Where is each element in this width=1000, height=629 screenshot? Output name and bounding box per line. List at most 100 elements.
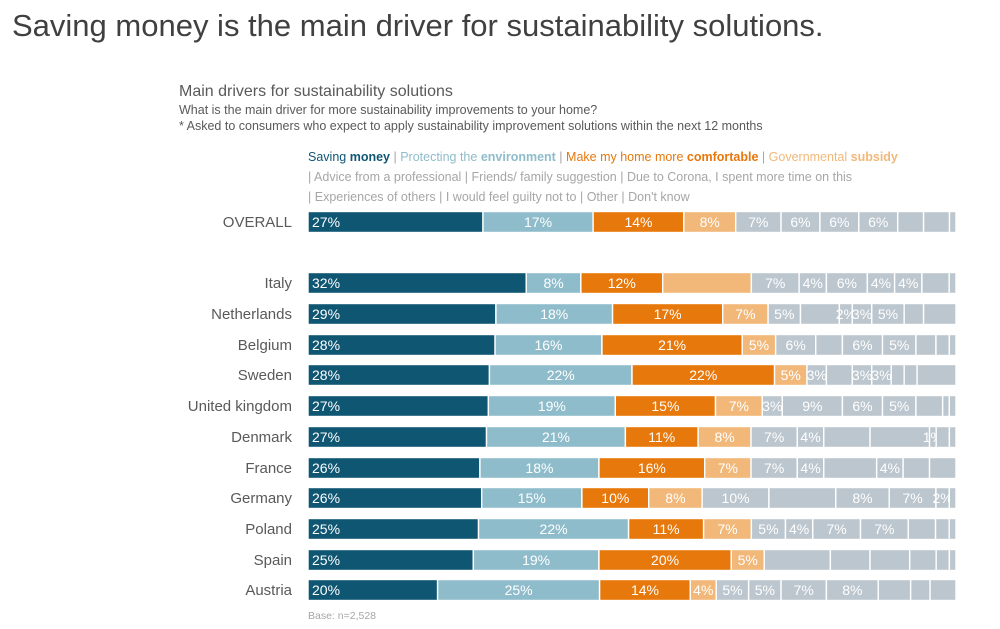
page-headline: Saving money is the main driver for sust…	[12, 8, 824, 43]
data-label: 16%	[638, 460, 666, 476]
category-label: Poland	[245, 521, 292, 538]
data-label: 26%	[312, 460, 340, 476]
data-label: 5%	[738, 552, 758, 568]
data-label: 25%	[312, 552, 340, 568]
category-label: OVERALL	[223, 214, 292, 231]
base-note: Base: n=2,528	[308, 610, 377, 622]
bar-segment	[902, 456, 931, 480]
data-label: 8%	[714, 429, 734, 445]
data-label: 8%	[852, 490, 872, 506]
data-label: 3%	[871, 367, 891, 383]
data-label: 7%	[717, 521, 737, 537]
data-label: 29%	[312, 306, 340, 322]
bar-segment	[935, 548, 951, 572]
bar-segment	[877, 578, 912, 602]
bar-segment	[935, 333, 951, 357]
legend-separator: |	[390, 150, 401, 164]
data-label: 6%	[829, 214, 849, 230]
legend-separator: |	[435, 190, 446, 204]
data-label: 27%	[312, 214, 340, 230]
legend-separator: |	[616, 170, 627, 184]
data-label: 7%	[729, 398, 749, 414]
bar-segment	[948, 333, 957, 357]
data-label: 27%	[312, 398, 340, 414]
data-label: 25%	[505, 582, 533, 598]
category-label: Netherlands	[211, 306, 292, 323]
data-label: 5%	[878, 306, 898, 322]
bar-segment	[915, 333, 937, 357]
data-label: 22%	[547, 367, 575, 383]
data-label: 19%	[522, 552, 550, 568]
data-label: 7%	[748, 214, 768, 230]
bar-segment	[928, 456, 957, 480]
data-label: 3%	[762, 398, 782, 414]
legend-item: I would feel guilty not to	[446, 190, 577, 204]
data-label: 17%	[524, 214, 552, 230]
legend-item-label: Other	[586, 190, 618, 204]
data-label: 20%	[312, 582, 340, 598]
data-label: 4%	[898, 275, 918, 291]
legend-item-label: Protecting the	[400, 150, 481, 164]
bar-segment	[948, 517, 957, 541]
data-label: 7%	[718, 460, 738, 476]
data-label: 7%	[794, 582, 814, 598]
data-label: 8%	[700, 214, 720, 230]
legend-item-emphasis: comfortable	[686, 150, 759, 164]
legend-item-label: I would feel guilty not to	[445, 190, 577, 204]
bar-segment	[934, 517, 950, 541]
data-label: 5%	[758, 521, 778, 537]
bar-segment	[823, 456, 878, 480]
data-label: 15%	[518, 490, 546, 506]
legend-separator: |	[308, 170, 315, 184]
data-label: 6%	[837, 275, 857, 291]
bar-segment	[948, 425, 957, 449]
legend-item-label: Experiences of others	[314, 190, 436, 204]
data-label: 28%	[312, 367, 340, 383]
legend-item-emphasis: money	[349, 150, 390, 164]
data-label: 5%	[749, 337, 769, 353]
bar-segment	[916, 363, 957, 387]
bar-segment	[909, 548, 937, 572]
bar-segment	[948, 394, 957, 418]
data-label: 3%	[852, 306, 872, 322]
legend-item: Experiences of others	[315, 190, 436, 204]
data-label: 7%	[764, 429, 784, 445]
data-label: 7%	[902, 490, 922, 506]
legend-item-label: Advice from a professional	[314, 170, 462, 184]
bar-segment	[763, 548, 832, 572]
bar-segment	[823, 425, 871, 449]
data-label: 17%	[654, 306, 682, 322]
legend-item-label: Governmental	[768, 150, 851, 164]
data-label: 14%	[624, 214, 652, 230]
data-label: 7%	[827, 521, 847, 537]
category-label: Belgium	[238, 337, 292, 354]
data-label: 20%	[651, 552, 679, 568]
category-label: Austria	[245, 582, 292, 599]
data-label: 8%	[543, 275, 563, 291]
legend-item-emphasis: environment	[480, 150, 556, 164]
legend-item: Governmental subsidy	[769, 150, 898, 164]
data-label: 19%	[538, 398, 566, 414]
bar-segment	[948, 271, 957, 295]
bar-segment	[941, 394, 951, 418]
data-label: 2%	[836, 306, 856, 322]
data-label: 11%	[648, 429, 675, 445]
data-label: 5%	[889, 337, 909, 353]
legend-separator: |	[555, 150, 567, 164]
legend-item-label: Don't know	[628, 190, 690, 204]
bar-segment	[948, 548, 957, 572]
bar-segment	[896, 210, 925, 234]
chart-subtitle-question: What is the main driver for more sustain…	[179, 103, 598, 117]
bar-segment	[948, 486, 957, 510]
category-label: Germany	[230, 490, 292, 507]
data-label: 25%	[312, 521, 340, 537]
legend-item: Other	[587, 190, 618, 204]
category-label: France	[245, 460, 292, 477]
chart-legend: Saving money | Protecting the environmen…	[308, 147, 988, 207]
data-label: 26%	[312, 490, 340, 506]
data-label: 5%	[774, 306, 794, 322]
bar-segment	[869, 548, 911, 572]
data-label: 6%	[852, 398, 872, 414]
data-label: 22%	[689, 367, 717, 383]
